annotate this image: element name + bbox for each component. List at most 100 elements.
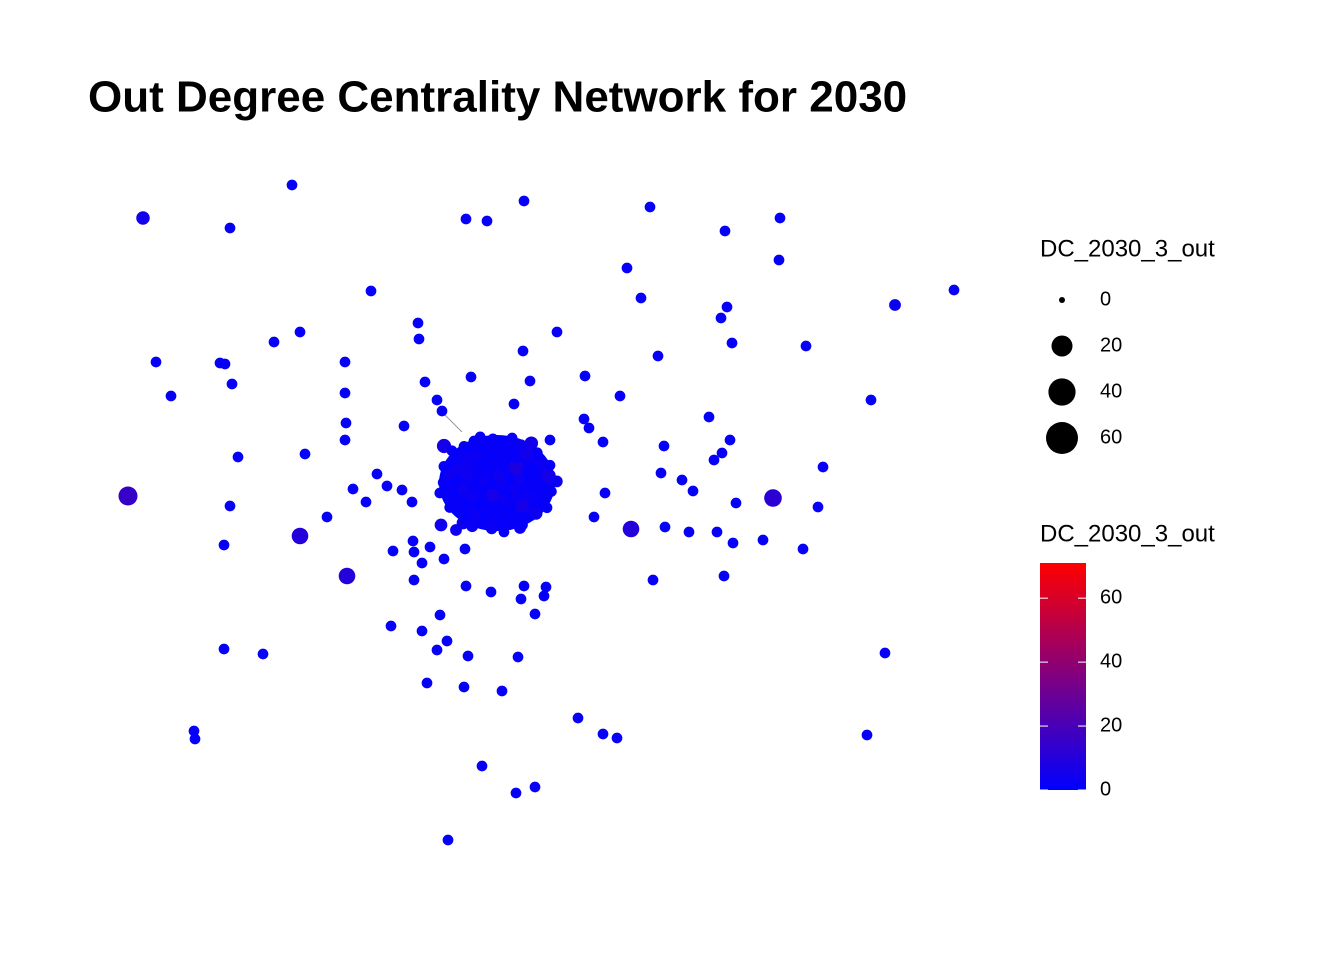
colorbar-label: 60	[1100, 586, 1122, 608]
node	[529, 608, 541, 620]
node	[538, 590, 550, 602]
node	[448, 454, 459, 465]
network	[118, 179, 960, 846]
node	[480, 451, 491, 462]
node	[226, 378, 238, 390]
node	[224, 500, 236, 512]
node	[518, 580, 530, 592]
node	[299, 448, 311, 460]
node	[497, 507, 509, 518]
node	[538, 494, 549, 505]
node	[466, 491, 479, 504]
node	[458, 681, 470, 693]
node	[476, 516, 488, 528]
node	[652, 350, 664, 362]
legend-key	[1046, 422, 1078, 454]
node	[150, 356, 162, 368]
node	[408, 546, 420, 558]
node	[438, 461, 450, 472]
legend-key	[1059, 297, 1065, 303]
node	[218, 539, 230, 551]
node	[434, 518, 448, 532]
chart-title: Out Degree Centrality Network for 2030	[88, 73, 907, 122]
node	[477, 475, 490, 488]
node	[540, 581, 552, 593]
node	[398, 420, 410, 432]
node	[443, 491, 455, 503]
node	[510, 787, 522, 799]
node	[339, 387, 351, 399]
node	[188, 725, 200, 737]
node	[219, 358, 231, 370]
node	[498, 485, 510, 497]
node	[683, 526, 695, 538]
node	[504, 519, 516, 530]
node	[515, 499, 531, 515]
node	[421, 677, 433, 689]
node	[583, 422, 595, 434]
node	[371, 468, 383, 480]
node	[506, 444, 518, 456]
node	[614, 390, 626, 402]
node	[458, 449, 471, 462]
node	[482, 441, 494, 453]
legend-label: 60	[1100, 426, 1122, 448]
node	[517, 519, 528, 531]
node	[474, 431, 486, 443]
node	[118, 486, 138, 506]
node	[165, 390, 177, 402]
node	[515, 593, 527, 605]
node	[879, 647, 891, 659]
node	[635, 292, 647, 304]
node	[528, 475, 540, 486]
node	[524, 375, 536, 387]
node	[518, 195, 530, 207]
node	[546, 486, 557, 497]
node	[507, 500, 518, 511]
node	[437, 477, 449, 488]
node	[365, 285, 377, 297]
node	[496, 685, 508, 697]
node	[224, 222, 236, 234]
node	[721, 301, 733, 313]
node	[708, 454, 720, 466]
node	[446, 445, 458, 457]
node	[294, 326, 306, 338]
node	[529, 781, 541, 793]
node	[508, 398, 520, 410]
node	[462, 458, 475, 471]
node	[757, 534, 769, 546]
node	[611, 732, 623, 744]
node	[861, 729, 873, 741]
node	[687, 485, 699, 497]
node	[466, 500, 477, 512]
node	[719, 225, 731, 237]
node	[504, 471, 515, 482]
node	[431, 644, 443, 656]
node	[460, 580, 472, 592]
node	[550, 475, 563, 488]
node	[268, 336, 280, 348]
node	[521, 466, 532, 477]
node	[387, 545, 399, 557]
node	[450, 524, 462, 536]
node	[469, 448, 482, 461]
node	[416, 625, 428, 637]
node	[466, 520, 479, 533]
node	[338, 567, 356, 585]
legend-label: 0	[1100, 288, 1111, 310]
node	[473, 459, 485, 471]
node	[498, 526, 510, 538]
node	[599, 487, 611, 499]
node	[291, 527, 309, 545]
node	[487, 433, 499, 445]
node	[948, 284, 960, 296]
node	[408, 574, 420, 586]
node	[544, 434, 556, 446]
node	[711, 526, 723, 538]
node	[597, 436, 609, 448]
legend-label: 20	[1100, 334, 1122, 356]
node	[396, 484, 408, 496]
node	[513, 472, 527, 486]
colorbar-label: 40	[1100, 650, 1122, 672]
